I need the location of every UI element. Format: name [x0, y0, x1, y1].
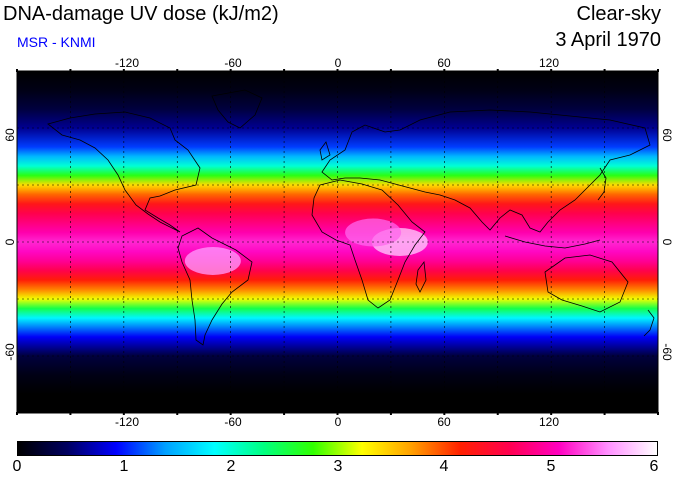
frame-tick [69, 412, 72, 415]
frame-tick [229, 69, 232, 72]
frame-tick [176, 69, 179, 72]
lat-tick-right: -60 [660, 343, 674, 361]
coastline-indonesia [504, 235, 601, 249]
gridlines [17, 71, 658, 413]
colorbar-label: 2 [226, 458, 236, 475]
colorbar-label: 1 [119, 458, 129, 475]
frame-tick [336, 69, 339, 72]
lat-tick-left: -60 [3, 343, 17, 361]
lon-tick-top: 120 [538, 56, 560, 70]
sky-condition: Clear-sky [576, 3, 661, 25]
lat-tick-left: 0 [3, 238, 17, 246]
frame-tick [229, 412, 232, 415]
lon-tick-top: 60 [437, 56, 451, 70]
map-title: DNA-damage UV dose (kJ/m2) [3, 3, 279, 25]
frame-tick [603, 412, 606, 415]
coastline-south-america [177, 227, 253, 346]
lon-tick-bottom: -60 [224, 415, 242, 429]
frame-tick [443, 69, 446, 72]
frame-tick [389, 412, 392, 415]
lat-tick-right: 0 [660, 238, 674, 246]
frame-tick [69, 69, 72, 72]
colorbar-label: 4 [439, 458, 449, 475]
coastline-north-america [47, 111, 201, 233]
frame-tick [657, 412, 659, 415]
frame-tick [603, 69, 606, 72]
lon-tick-top: -60 [224, 56, 242, 70]
frame-tick [336, 412, 339, 415]
frame-tick [283, 69, 286, 72]
coastlines [47, 89, 655, 346]
frame-tick [389, 69, 392, 72]
coastline-eurasia [321, 109, 651, 233]
frame-tick [283, 412, 286, 415]
lon-tick-bottom: 0 [334, 415, 342, 429]
map-date: 3 April 1970 [555, 29, 661, 51]
coastline-uk [319, 141, 331, 161]
coastline-greenland [211, 89, 263, 129]
coastline-africa [311, 179, 426, 309]
colorbar [17, 441, 658, 456]
frame-tick [122, 412, 125, 415]
coastline-japan [597, 167, 607, 201]
colorbar-label: 5 [546, 458, 556, 475]
coastline-madagascar [415, 260, 427, 293]
uv-maximum-central-africa [345, 218, 402, 247]
frame-tick [550, 69, 553, 72]
regional-maxima [184, 218, 428, 275]
lon-tick-top: 0 [334, 56, 342, 70]
frame-tick [496, 69, 499, 72]
frame-tick [16, 69, 18, 72]
lon-tick-top: -120 [114, 56, 140, 70]
lon-tick-bottom: -120 [114, 415, 140, 429]
lat-tick-right: 60 [660, 128, 674, 142]
frame-tick [443, 412, 446, 415]
coastline-new-zealand [643, 309, 655, 337]
colorbar-label: 0 [12, 458, 22, 475]
lon-tick-bottom: 120 [538, 415, 560, 429]
uv-maximum-andes [184, 247, 241, 275]
frame-tick [550, 412, 553, 415]
frame-tick [176, 412, 179, 415]
map-subtitle: MSR - KNMI [17, 34, 96, 50]
coastline-australia [544, 254, 629, 313]
frame-ticks [16, 69, 659, 415]
frame-tick [657, 69, 659, 72]
frame-tick [16, 412, 18, 415]
lon-tick-bottom: 60 [437, 415, 451, 429]
frame-tick [496, 412, 499, 415]
colorbar-label: 3 [333, 458, 343, 475]
lat-tick-left: 60 [3, 128, 17, 142]
colorbar-label: 6 [649, 458, 659, 475]
frame-tick [122, 69, 125, 72]
